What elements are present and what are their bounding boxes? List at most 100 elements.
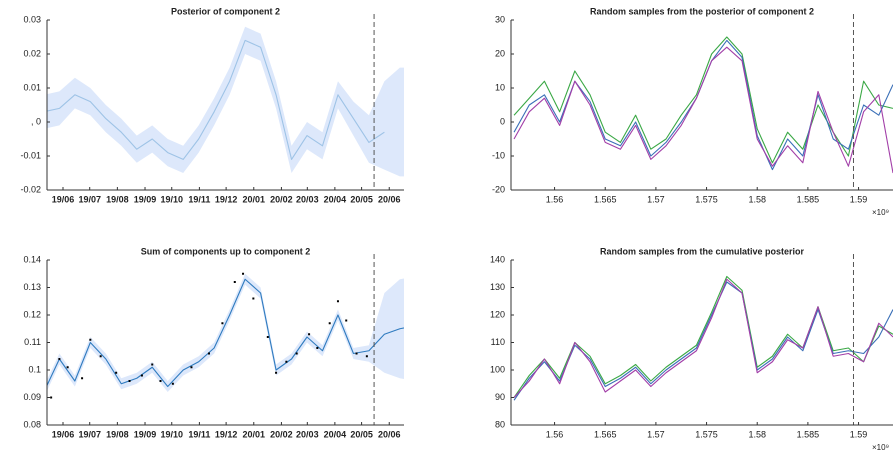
y-tick-label: 0.09 <box>23 392 41 402</box>
y-tick-label: 0.12 <box>23 309 41 319</box>
y-tick-label: 0 <box>500 116 505 126</box>
x-tick-label: 1.56 <box>546 194 564 204</box>
y-tick-label: 0.02 <box>23 48 41 58</box>
x-tick-label: 20/02 <box>270 429 293 439</box>
plot-area <box>47 272 404 399</box>
observation-point <box>233 281 236 283</box>
y-tick-label: -0.01 <box>20 150 41 160</box>
observation-point <box>58 358 61 360</box>
x-tick-label: 19/06 <box>52 429 75 439</box>
series-line <box>513 39 893 171</box>
x-tick-label: 1.575 <box>695 194 718 204</box>
y-tick-label: 110 <box>491 337 505 347</box>
x-tick-label: 20/03 <box>296 194 319 204</box>
observation-point <box>50 396 53 399</box>
subplot: Random samples from the posterior of com… <box>492 6 893 217</box>
y-tick-label: 10 <box>495 82 505 92</box>
y-tick-label: 100 <box>490 364 505 374</box>
x-tick-label: 20/05 <box>350 429 373 439</box>
x-tick-label: 19/08 <box>106 194 129 204</box>
x-tick-label: 1.575 <box>695 429 718 439</box>
plot-area <box>513 36 893 174</box>
x-tick-label: 1.565 <box>594 194 617 204</box>
x-tick-label: 1.57 <box>647 194 665 204</box>
observation-point <box>345 319 348 322</box>
x-tick-label: 19/09 <box>134 194 157 204</box>
observation-point <box>266 336 269 338</box>
observation-point <box>336 300 339 303</box>
observation-point <box>308 333 311 336</box>
y-tick-label: 140 <box>490 254 505 264</box>
observation-point <box>355 352 358 355</box>
confidence-band <box>47 26 404 177</box>
observation-point <box>151 363 154 366</box>
x-tick-label: 1.58 <box>748 194 766 204</box>
x-tick-label: 20/01 <box>243 194 266 204</box>
y-tick-label: 0.1 <box>28 364 41 374</box>
observation-point <box>159 380 162 382</box>
y-tick-label: 30 <box>495 14 505 24</box>
series-line <box>513 46 893 174</box>
x-tick-label: 1.59 <box>850 194 868 204</box>
observation-point <box>221 322 224 325</box>
chart-title: Random samples from the posterior of com… <box>590 6 814 16</box>
chart-title: Sum of components up to component 2 <box>141 246 311 256</box>
x-tick-label: 20/02 <box>270 194 293 204</box>
x-tick-label: 20/05 <box>350 194 373 204</box>
x-tick-label: 1.565 <box>594 429 617 439</box>
x-tick-label: 20/03 <box>296 429 319 439</box>
observation-point <box>328 322 331 325</box>
y-tick-label: 130 <box>490 282 505 292</box>
observation-point <box>285 360 288 363</box>
observation-point <box>295 352 298 355</box>
plot-area <box>513 275 893 401</box>
x-tick-label: 20/01 <box>243 429 266 439</box>
x-exponent: ×10⁹ <box>872 443 889 452</box>
x-tick-label: 19/08 <box>106 429 129 439</box>
x-tick-label: 1.57 <box>647 429 665 439</box>
y-tick-label: -20 <box>492 184 505 194</box>
x-tick-label: 19/11 <box>188 194 210 204</box>
x-exponent: ×10⁹ <box>872 208 889 217</box>
x-tick-label: 19/07 <box>78 429 101 439</box>
y-tick-label: 90 <box>495 392 505 402</box>
observation-point <box>171 382 174 385</box>
x-tick-label: 20/06 <box>378 429 401 439</box>
confidence-band <box>47 273 404 392</box>
series-line <box>513 281 893 401</box>
x-tick-label: 19/07 <box>78 194 101 204</box>
y-tick-label: -10 <box>492 150 505 160</box>
observation-point <box>81 377 84 380</box>
observation-point <box>275 371 278 374</box>
series-line <box>47 39 385 160</box>
y-tick-label: 120 <box>490 309 505 319</box>
observation-point <box>128 380 131 382</box>
observation-point <box>365 355 368 358</box>
observation-point <box>140 374 143 377</box>
observation-point <box>66 366 69 369</box>
observation-point <box>207 352 210 355</box>
x-tick-label: 19/09 <box>134 429 157 439</box>
x-tick-label: 1.56 <box>546 429 564 439</box>
observation-point <box>190 366 193 369</box>
y-tick-label: 0.03 <box>23 14 41 24</box>
y-tick-label: 20 <box>495 48 505 58</box>
observation-point <box>242 272 245 275</box>
observation-point <box>89 338 92 341</box>
x-tick-label: 1.58 <box>748 429 766 439</box>
y-tick-label: 0.01 <box>23 82 41 92</box>
y-tick-label: 0.13 <box>23 282 41 292</box>
y-tick-label: , 0 <box>31 116 41 126</box>
series-line <box>513 275 893 398</box>
y-tick-label: -0.02 <box>20 184 41 194</box>
y-tick-label: 80 <box>495 419 505 429</box>
series-line <box>47 278 404 388</box>
observation-point <box>252 297 255 300</box>
y-tick-label: 0.14 <box>23 254 41 264</box>
x-tick-label: 19/12 <box>215 429 238 439</box>
series-line <box>513 36 893 164</box>
observation-point <box>115 371 118 374</box>
y-tick-label: 0.11 <box>24 337 41 347</box>
subplot: Random samples from the cumulative poste… <box>490 246 893 452</box>
